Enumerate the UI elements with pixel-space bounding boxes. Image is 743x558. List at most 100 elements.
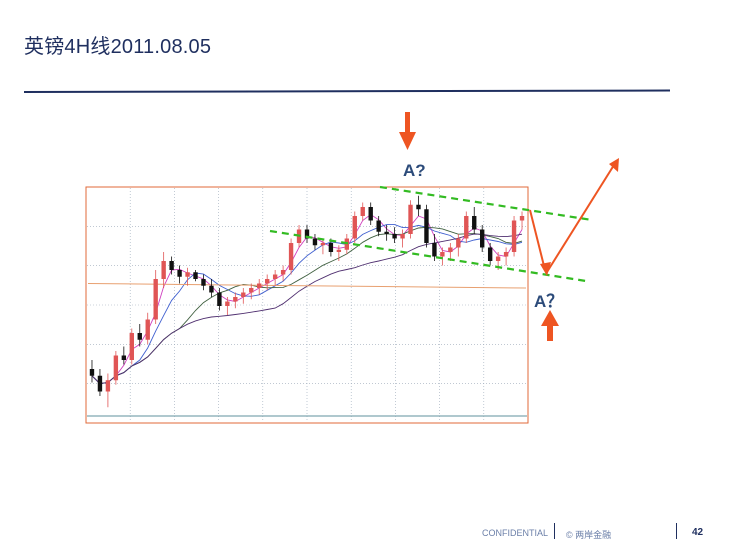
- candle-body: [487, 247, 493, 261]
- candle: [169, 256, 174, 275]
- candle: [487, 243, 493, 266]
- candle: [185, 267, 190, 286]
- candle: [288, 238, 294, 275]
- candle-body: [376, 220, 381, 232]
- candle: [97, 369, 103, 396]
- candle-body: [185, 272, 190, 277]
- candle: [89, 360, 95, 383]
- title-underline: [24, 89, 670, 93]
- footer-separator: [676, 523, 677, 539]
- candle: [416, 195, 421, 216]
- ma-line-long: [91, 233, 523, 385]
- candle: [424, 204, 429, 248]
- candle-body: [161, 261, 166, 279]
- candle: [280, 265, 286, 282]
- candle-body: [288, 243, 294, 270]
- candle: [137, 324, 142, 347]
- candle-body: [233, 297, 238, 302]
- candle-body: [519, 216, 525, 221]
- candle-body: [456, 238, 461, 248]
- candle: [480, 225, 485, 252]
- candle: [408, 200, 413, 239]
- candle-body: [193, 272, 198, 279]
- candle: [257, 279, 262, 295]
- candle-body: [201, 279, 206, 286]
- footer-separator: [554, 523, 555, 539]
- candle: [440, 247, 445, 266]
- candle: [432, 234, 437, 261]
- candle-body: [249, 288, 254, 293]
- footer-confidential: CONFIDENTIAL: [482, 528, 549, 538]
- candle: [201, 274, 206, 291]
- candle-body: [304, 229, 310, 239]
- candle-body: [280, 270, 286, 275]
- candle-body: [241, 292, 246, 297]
- candle: [145, 312, 150, 345]
- candle-body: [480, 229, 485, 248]
- candle-body: [145, 319, 150, 340]
- candle: [368, 202, 373, 225]
- candle-body: [368, 207, 373, 221]
- ma-line-medium: [91, 224, 523, 385]
- candle: [129, 328, 134, 365]
- candle-body: [89, 369, 95, 376]
- down-arrow-icon: [399, 112, 416, 150]
- candle: [360, 202, 365, 221]
- up-arrow-icon: [541, 310, 559, 341]
- candle-body: [408, 204, 413, 234]
- candle-body: [153, 279, 158, 320]
- candle: [503, 247, 509, 266]
- candle: [177, 265, 182, 284]
- candle: [233, 292, 238, 309]
- candle: [264, 274, 270, 291]
- candle-body: [440, 252, 445, 257]
- candle-body: [121, 355, 127, 360]
- candle-body: [328, 243, 334, 252]
- candle: [272, 270, 278, 286]
- forex-chart: A? A？: [85, 112, 619, 424]
- candle-body: [217, 292, 222, 306]
- candle: [113, 351, 119, 385]
- candle-body: [257, 283, 262, 288]
- candle-body: [129, 333, 134, 360]
- page-number: 42: [692, 527, 704, 538]
- candle-body: [384, 231, 389, 234]
- candle: [121, 346, 127, 365]
- candle-body: [209, 285, 214, 293]
- candle-body: [320, 243, 326, 246]
- candle-body: [416, 204, 421, 210]
- candle: [312, 234, 318, 250]
- candle: [352, 211, 357, 243]
- candle: [384, 225, 389, 241]
- candle-body: [464, 216, 469, 239]
- candle: [209, 279, 214, 297]
- candle: [153, 270, 158, 324]
- candle: [304, 225, 310, 243]
- trend-channel: [269, 185, 593, 283]
- candle-body: [360, 207, 365, 216]
- candle: [217, 288, 222, 311]
- candle-body: [511, 220, 517, 252]
- candle: [241, 288, 246, 304]
- candle-body: [105, 380, 111, 392]
- candle-body: [472, 216, 477, 230]
- projection-arrows: [529, 158, 619, 276]
- candle-body: [432, 243, 437, 257]
- candle: [161, 252, 166, 288]
- channel-lower-line: [269, 229, 587, 283]
- candle-body: [272, 274, 278, 279]
- candle-body: [177, 270, 182, 277]
- candle: [511, 216, 517, 257]
- candle-body: [352, 216, 357, 239]
- candle: [456, 234, 461, 257]
- candle: [519, 211, 525, 230]
- candle: [193, 270, 198, 282]
- candle: [392, 227, 397, 243]
- candle-body: [336, 249, 342, 252]
- candle: [472, 207, 477, 234]
- candle: [464, 211, 469, 243]
- candle: [400, 229, 405, 248]
- candle-body: [169, 261, 174, 270]
- candle-body: [400, 234, 405, 239]
- candle: [336, 245, 342, 261]
